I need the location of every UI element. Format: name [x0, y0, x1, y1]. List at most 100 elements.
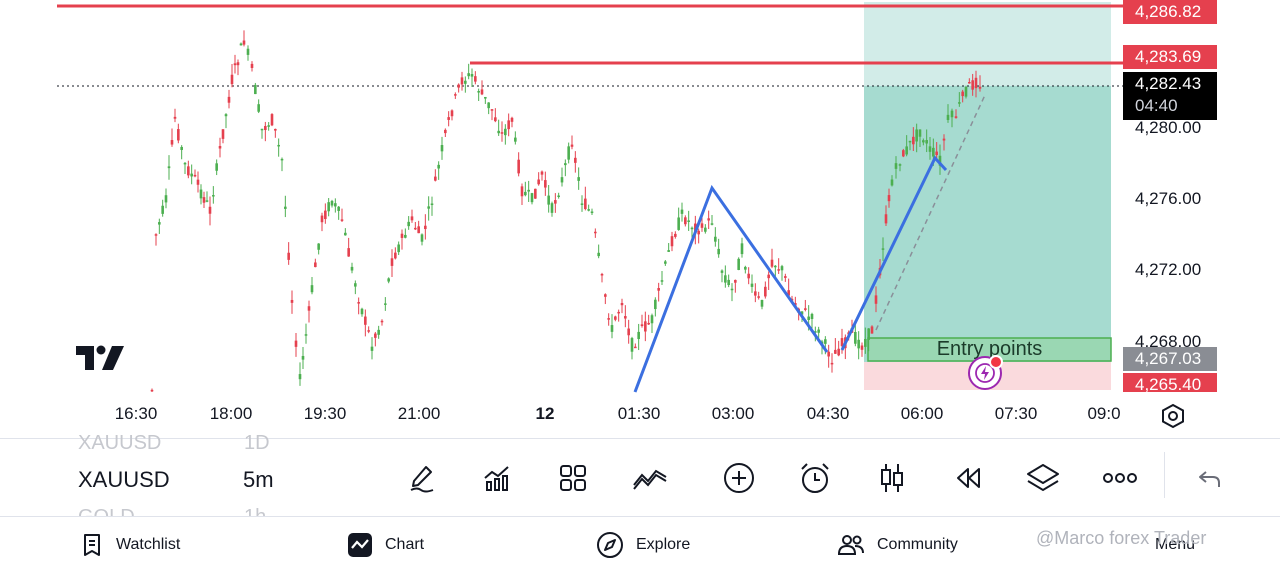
- candle-body: [964, 86, 968, 97]
- indicators-button[interactable]: [477, 458, 517, 498]
- candle-body: [187, 166, 190, 176]
- candle-body: [684, 217, 687, 225]
- candle-body: [700, 223, 704, 228]
- candle-body: [564, 163, 567, 166]
- day-label: 12: [535, 404, 555, 423]
- candle-body: [457, 84, 460, 88]
- candle-body: [360, 308, 364, 315]
- current-price-tag[interactable]: 4,282.43 04:40: [1123, 72, 1217, 120]
- nav-menu[interactable]: Menu: [1155, 517, 1195, 573]
- candle-body: [961, 91, 964, 97]
- nav-community[interactable]: Community: [837, 517, 958, 573]
- candle-body: [327, 202, 330, 212]
- candle-body: [284, 206, 287, 209]
- candle-body: [610, 325, 614, 332]
- chart-toolbar: [0, 438, 1280, 517]
- chart-type-button[interactable]: [872, 458, 912, 498]
- candle-body: [647, 322, 650, 325]
- nav-watchlist[interactable]: Watchlist: [80, 517, 180, 573]
- nav-explore[interactable]: Explore: [596, 517, 690, 573]
- candle-body: [760, 299, 764, 307]
- trendline-impulse[interactable]: [840, 155, 948, 351]
- candle-body: [560, 177, 564, 183]
- flash-alert-button[interactable]: [968, 355, 1003, 390]
- candle-body: [524, 191, 527, 196]
- candle-body: [205, 200, 209, 202]
- candle-body: [384, 303, 387, 305]
- symbol-picker-prev[interactable]: XAUUSD: [78, 432, 162, 450]
- interval-picker-next[interactable]: 1h: [244, 506, 266, 516]
- time-label: 07:30: [994, 404, 1038, 423]
- candle-body: [387, 278, 390, 282]
- candle-body: [430, 203, 434, 206]
- candle-body: [902, 150, 905, 157]
- candle-body: [620, 302, 624, 306]
- bottom-price-tag[interactable]: 4,265.40: [1123, 373, 1217, 392]
- candle-body: [860, 345, 864, 350]
- layout-button[interactable]: [553, 458, 593, 498]
- candle-body: [377, 329, 380, 335]
- candle-body: [657, 288, 660, 291]
- candle-body: [554, 200, 557, 204]
- chart-area[interactable]: 4,280.00 4,276.00 4,272.00 4,268.00 4,28…: [0, 0, 1280, 438]
- stop-price-tag[interactable]: 4,286.82: [1123, 0, 1217, 24]
- candle-body: [780, 266, 784, 271]
- drawing-tool-button[interactable]: [402, 458, 442, 498]
- candle-body: [887, 195, 891, 202]
- candle-body: [707, 218, 710, 221]
- interval-picker-prev[interactable]: 1D: [244, 432, 270, 450]
- candle-body: [364, 316, 367, 325]
- undo-button[interactable]: [1190, 458, 1230, 498]
- alert-button[interactable]: [795, 458, 835, 498]
- candle-body: [787, 290, 790, 296]
- candle-body: [971, 80, 974, 90]
- candle-body: [414, 227, 417, 230]
- toolbar-divider: [1164, 452, 1165, 498]
- candle-body: [810, 313, 814, 320]
- candle-body: [420, 234, 424, 242]
- candle-body: [236, 62, 240, 66]
- candle-body: [507, 120, 510, 130]
- candle-body: [221, 129, 225, 139]
- price-chart[interactable]: [0, 0, 1280, 438]
- candle-body: [958, 102, 961, 104]
- more-button[interactable]: [1100, 458, 1140, 498]
- symbol-picker-next[interactable]: GOLD: [78, 506, 135, 516]
- candle-body: [354, 283, 357, 287]
- candle-body: [767, 274, 770, 279]
- candle-body: [677, 217, 680, 230]
- candle-body: [427, 206, 430, 209]
- layers-icon: [1027, 464, 1059, 492]
- candle-body: [215, 163, 218, 171]
- replay-button[interactable]: [948, 458, 988, 498]
- patterns-button[interactable]: [630, 458, 670, 498]
- symbol-picker[interactable]: XAUUSD: [78, 467, 170, 492]
- nav-chart-label: Chart: [385, 536, 425, 553]
- candle-body: [202, 197, 206, 203]
- chart-settings-button[interactable]: [1158, 401, 1188, 431]
- candle-body: [196, 179, 200, 185]
- interval-picker[interactable]: 5m: [243, 467, 274, 492]
- more-icon: [1103, 473, 1137, 483]
- add-button[interactable]: [719, 458, 759, 498]
- layers-button[interactable]: [1023, 458, 1063, 498]
- watermark: @Marco forex Trader: [1036, 528, 1207, 548]
- time-label: 19:30: [303, 404, 347, 423]
- entry-price-tag[interactable]: 4,267.03: [1123, 347, 1217, 371]
- pencil-icon: [410, 466, 434, 493]
- nav-chart[interactable]: Chart: [347, 517, 424, 573]
- candle-body: [242, 40, 246, 45]
- level-price-tag[interactable]: 4,283.69: [1123, 45, 1217, 69]
- candle-body: [470, 74, 474, 77]
- candle-body: [167, 166, 171, 169]
- candle-body: [550, 203, 554, 213]
- candle-body: [544, 180, 547, 188]
- candle-body: [170, 140, 174, 145]
- candle-body: [447, 117, 450, 120]
- community-icon: [837, 535, 864, 555]
- candle-body: [484, 96, 487, 99]
- trendline-zigzag[interactable]: [633, 184, 829, 393]
- candle-body: [500, 132, 504, 134]
- tradingview-logo-icon: [76, 345, 124, 370]
- candle-body: [394, 252, 397, 259]
